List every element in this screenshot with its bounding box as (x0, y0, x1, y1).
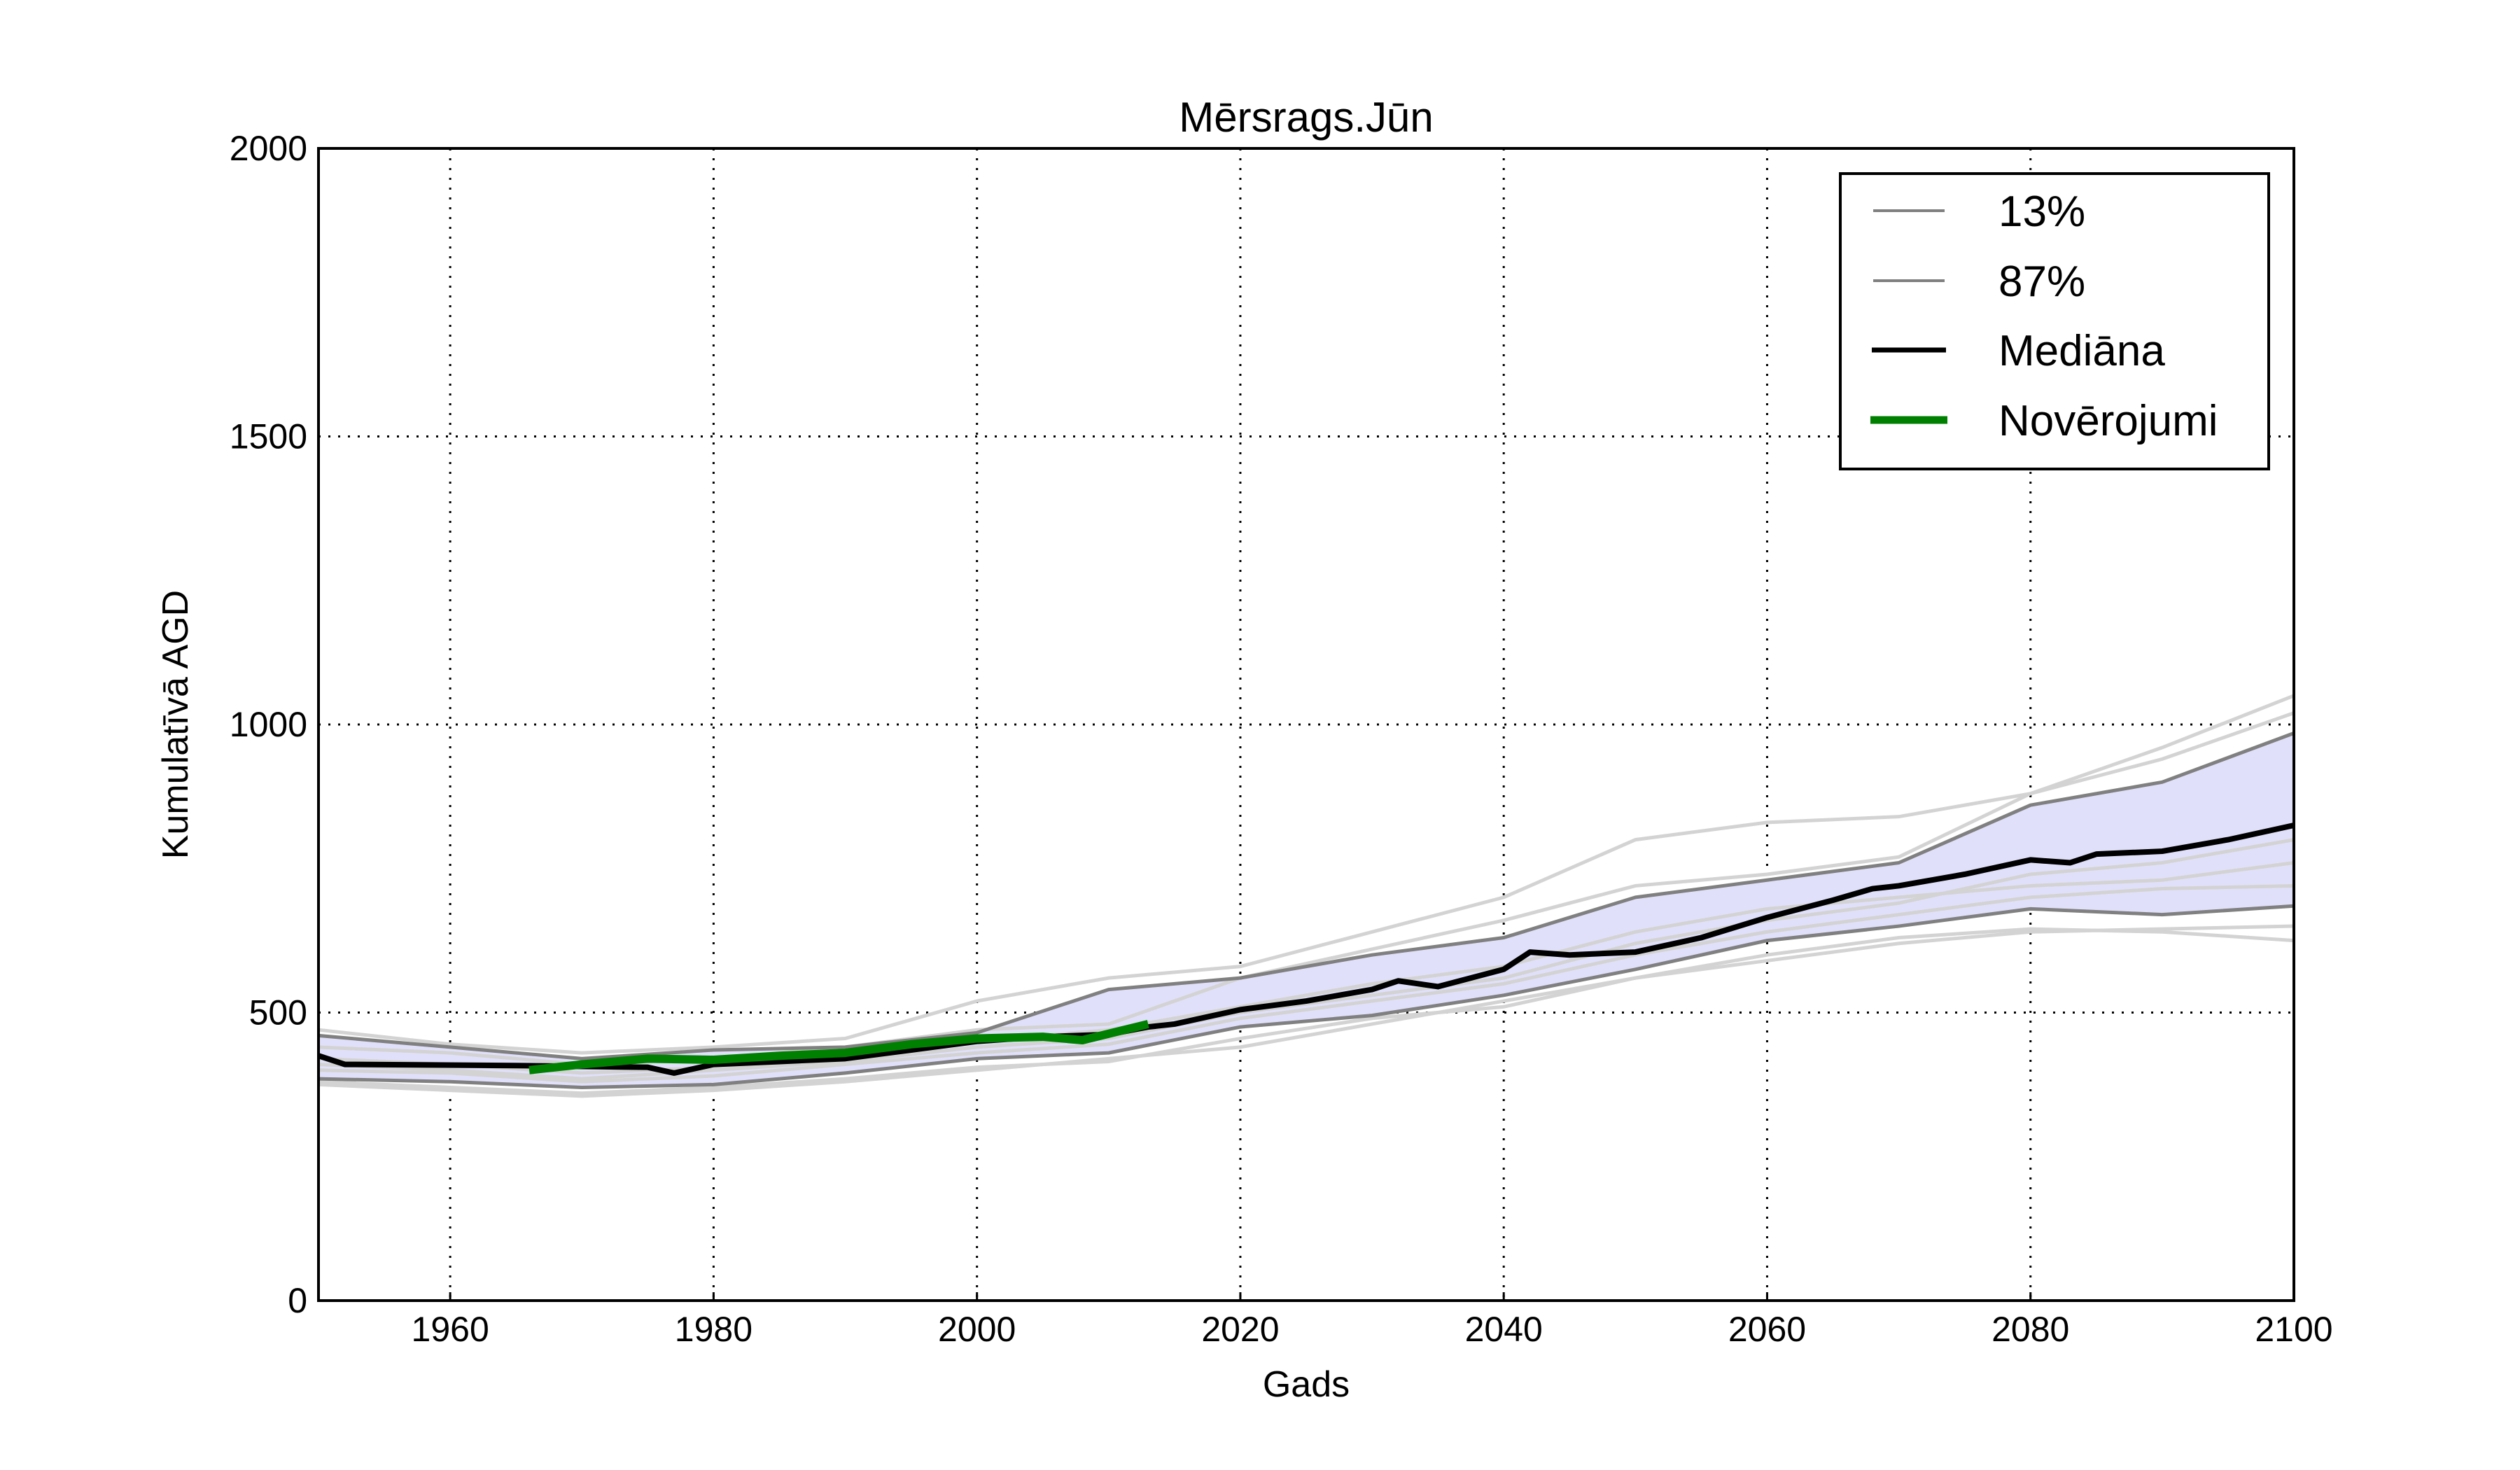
y-tick-label: 0 (288, 1281, 307, 1320)
x-tick-label: 2060 (1728, 1310, 1806, 1349)
p87-line (318, 732, 2295, 1060)
ensemble-member-line (318, 694, 2295, 1055)
median-line (317, 822, 2295, 1076)
x-tick-label: 1980 (675, 1310, 752, 1349)
ensemble-member-line (318, 838, 2295, 1081)
ensemble-member-line (318, 927, 2295, 1098)
x-tick-label: 1960 (412, 1310, 489, 1349)
ensemble-member-line (318, 924, 2295, 1096)
x-tick-label: 2080 (1991, 1310, 2069, 1349)
legend: 13% 87% Mediāna Novērojumi (1839, 172, 2270, 470)
y-tick-label: 1000 (230, 705, 307, 744)
chart-title: Mērsrags.Jūn (1179, 94, 1433, 141)
p13-line (318, 904, 2295, 1089)
y-axis-label: Kumulatīvā AGD (155, 590, 196, 859)
x-tick-label: 2000 (938, 1310, 1016, 1349)
x-axis-label: Gads (1263, 1364, 1350, 1405)
percentile-band (318, 733, 2294, 1088)
legend-label-87: 87% (1998, 258, 2085, 306)
x-tick-label: 2100 (2255, 1310, 2332, 1349)
x-tick-label: 2020 (1201, 1310, 1279, 1349)
plot-frame (317, 147, 2295, 1302)
legend-label-observations: Novērojumi (1998, 397, 2218, 445)
ensemble-member-line (318, 883, 2295, 1084)
band-fill (318, 733, 2294, 1088)
tick-labels: 1960 1980 2000 2020 2040 2060 2080 2100 0 500 1000… (230, 129, 2333, 1349)
ensemble-member-line (318, 861, 2295, 1075)
legend-label-median: Mediāna (1998, 327, 2165, 375)
observations-line (528, 1020, 1149, 1074)
y-tick-label: 1500 (230, 417, 307, 456)
legend-label-13: 13% (1998, 188, 2085, 236)
series-lines (317, 732, 2295, 1089)
y-tick-label: 2000 (230, 129, 307, 168)
x-tick-label: 2040 (1465, 1310, 1543, 1349)
y-tick-label: 500 (249, 993, 307, 1032)
